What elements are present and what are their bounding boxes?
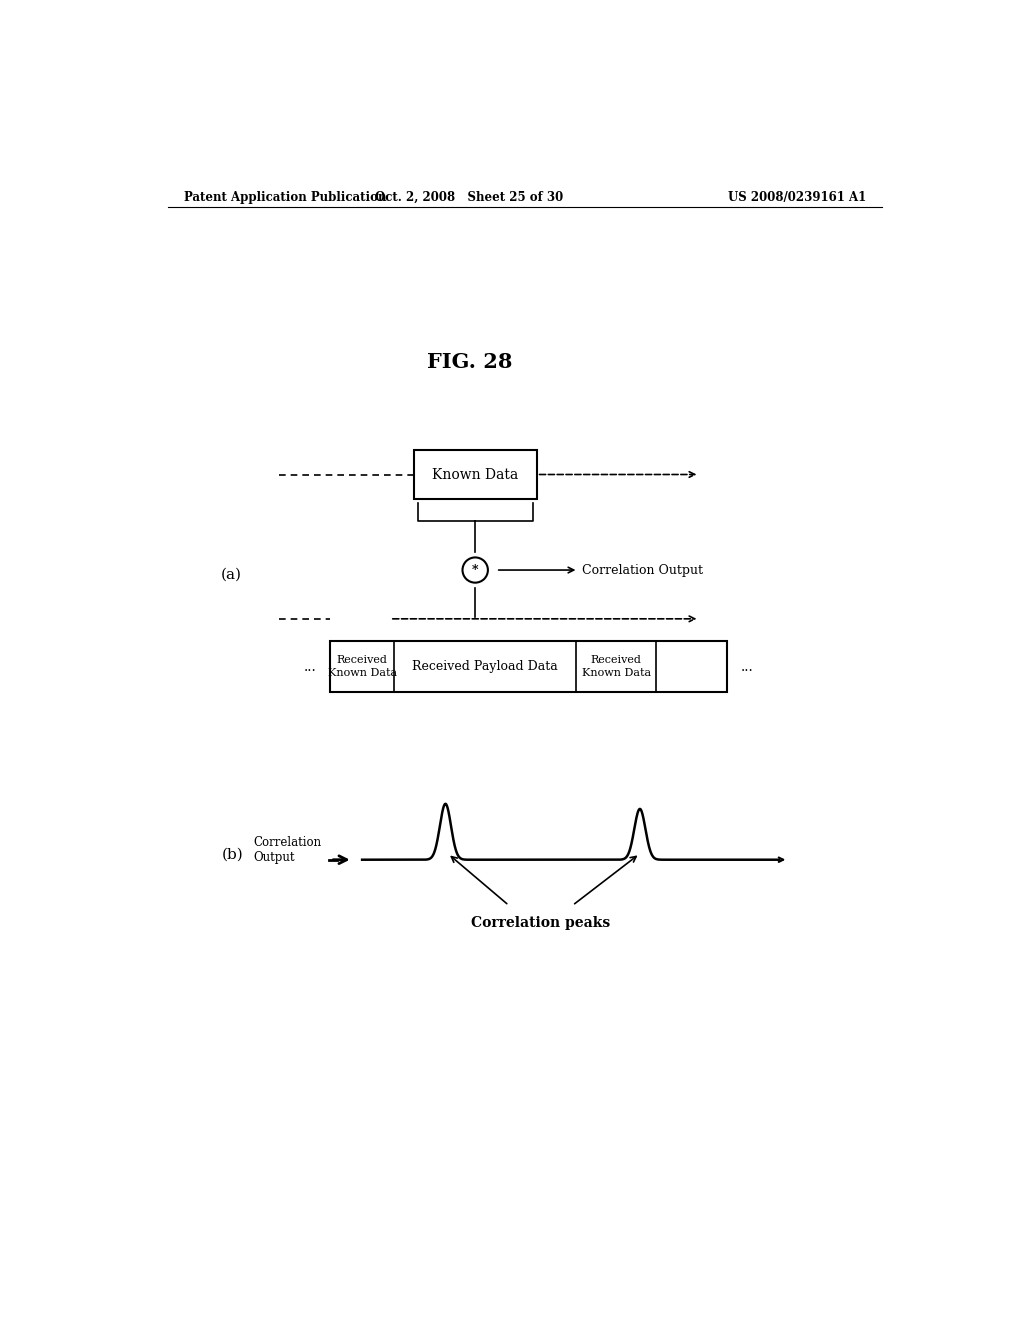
Text: Known Data: Known Data (432, 467, 518, 482)
Text: Oct. 2, 2008   Sheet 25 of 30: Oct. 2, 2008 Sheet 25 of 30 (375, 190, 563, 203)
Text: Correlation peaks: Correlation peaks (471, 916, 610, 929)
Text: ...: ... (740, 660, 754, 673)
Text: (a): (a) (220, 568, 242, 582)
Text: US 2008/0239161 A1: US 2008/0239161 A1 (728, 190, 866, 203)
Bar (331, 642, 727, 692)
Text: Correlation Output: Correlation Output (583, 564, 703, 577)
Text: FIG. 28: FIG. 28 (427, 351, 512, 372)
Text: Correlation
Output: Correlation Output (253, 836, 322, 863)
Text: *: * (472, 564, 478, 577)
Text: Received
Known Data: Received Known Data (328, 656, 396, 677)
Text: Patent Application Publication: Patent Application Publication (183, 190, 386, 203)
Text: ...: ... (304, 660, 316, 673)
Bar (414, 450, 537, 499)
Text: Received Payload Data: Received Payload Data (413, 660, 558, 673)
Text: Received
Known Data: Received Known Data (582, 656, 650, 677)
Text: (b): (b) (221, 847, 243, 862)
